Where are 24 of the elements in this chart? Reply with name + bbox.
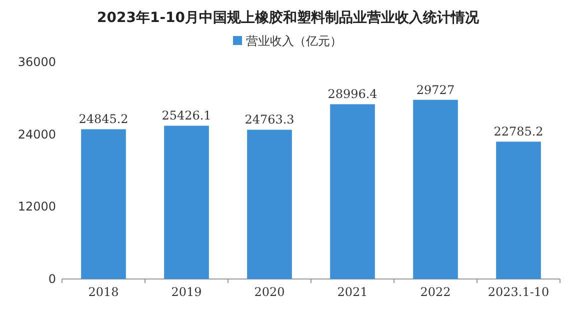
data-label: 29727	[416, 82, 455, 97]
x-tick-label: 2020	[254, 285, 285, 299]
legend-label: 营业收入（亿元）	[246, 34, 342, 48]
y-tick-label: 24000	[18, 127, 56, 142]
bar	[496, 142, 541, 279]
data-label: 28996.4	[328, 87, 378, 102]
chart-title: 2023年1-10月中国规上橡胶和塑料制品业营业收入统计情况	[97, 9, 480, 26]
y-tick-label: 12000	[18, 200, 56, 214]
data-label: 24845.2	[78, 112, 128, 126]
x-tick-label: 2018	[88, 285, 119, 299]
y-tick-label: 0	[48, 272, 56, 286]
y-tick-label: 36000	[18, 55, 56, 69]
data-label: 24763.3	[244, 112, 294, 127]
bar	[164, 126, 209, 279]
x-tick-label: 2021	[337, 285, 368, 299]
bar	[81, 129, 126, 279]
x-tick-label: 2019	[171, 285, 202, 299]
data-label: 25426.1	[162, 108, 212, 123]
x-tick-label: 2023.1-10	[488, 285, 550, 299]
bar	[413, 100, 458, 279]
bar	[247, 130, 292, 279]
bar	[330, 104, 375, 279]
data-label: 22785.2	[494, 124, 544, 139]
x-tick-label: 2022	[420, 285, 451, 299]
